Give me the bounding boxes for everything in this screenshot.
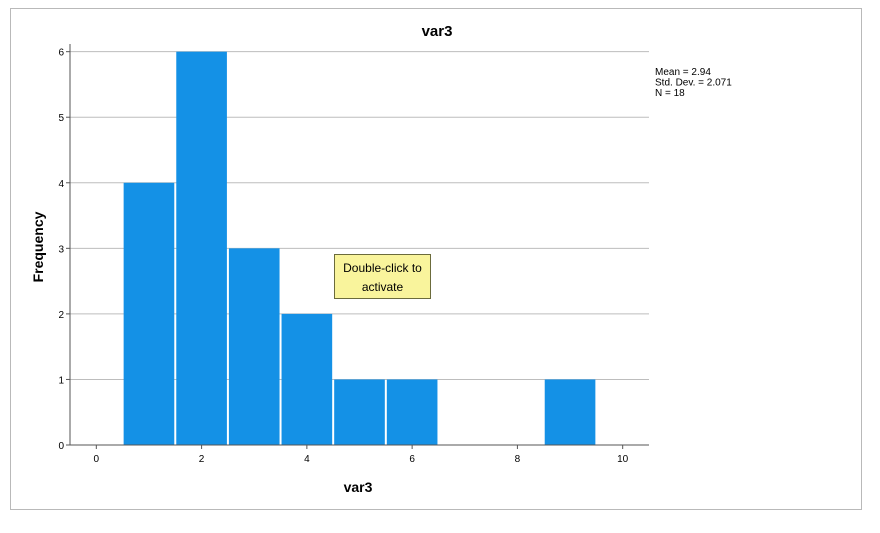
- x-tick-label: 8: [515, 454, 521, 465]
- histogram-bar: [228, 248, 280, 445]
- bars: [123, 51, 596, 446]
- y-tick-label: 5: [58, 113, 64, 124]
- tooltip-line-2: activate: [361, 280, 404, 294]
- histogram-bar: [176, 51, 227, 446]
- y-tick-label: 1: [58, 375, 64, 386]
- statistic-line: N = 18: [655, 88, 685, 99]
- tick-labels: 0 1 2 3 4 5 6 0 2 4 6 8 10: [58, 48, 628, 465]
- chart-title: var3: [422, 23, 453, 40]
- statistic-line: Std. Dev. = 2.071: [655, 78, 732, 89]
- histogram-bar: [386, 379, 438, 445]
- histogram-bar: [123, 182, 175, 445]
- y-tick-label: 0: [58, 441, 64, 452]
- axes: [69, 44, 649, 446]
- y-tick-label: 3: [58, 244, 64, 255]
- y-tick-label: 2: [58, 310, 64, 321]
- tooltip-line-1: Double-click to: [343, 261, 422, 275]
- activate-tooltip[interactable]: Double-click to activate: [334, 254, 431, 299]
- histogram-bar: [544, 379, 596, 445]
- statistic-line: Mean = 2.94: [655, 67, 711, 78]
- x-tick-label: 6: [409, 454, 415, 465]
- y-tick-label: 6: [58, 48, 64, 59]
- x-axis-label: var3: [344, 479, 373, 495]
- histogram-bar: [281, 313, 333, 445]
- y-tick-label: 4: [58, 179, 64, 190]
- histogram-bar: [334, 379, 385, 445]
- x-tick-label: 10: [617, 454, 629, 465]
- x-tick-label: 4: [304, 454, 310, 465]
- y-axis-label: Frequency: [30, 211, 46, 282]
- x-tick-label: 2: [199, 454, 205, 465]
- x-tick-label: 0: [94, 454, 100, 465]
